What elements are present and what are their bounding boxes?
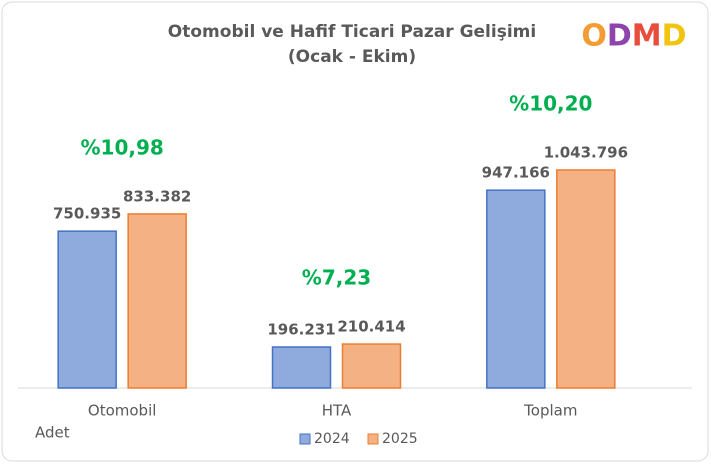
bar [271, 346, 332, 389]
bar [57, 230, 117, 389]
chart-title: Otomobil ve Hafif Ticari Pazar Gelişimi [168, 22, 536, 42]
growth-label: %10,98 [81, 135, 164, 159]
bar [341, 343, 402, 389]
legend-label: 2025 [382, 431, 418, 447]
x-tick-label: HTA [322, 402, 352, 420]
growth-label: %10,20 [509, 92, 592, 116]
bar [127, 213, 187, 389]
growth-label: %7,23 [302, 266, 371, 290]
value-label: 947.166 [482, 164, 550, 182]
x-tick-label: Toplam [523, 402, 577, 420]
logo: ODMD [581, 19, 686, 54]
x-tick-label: Otomobil [88, 402, 157, 420]
unit-label: Adet [35, 424, 70, 442]
bar [556, 169, 616, 389]
chart-subtitle: (Ocak - Ekim) [288, 47, 416, 67]
bar [486, 189, 546, 389]
value-label: 750.935 [53, 205, 121, 223]
value-label: 210.414 [337, 318, 405, 336]
legend-swatch [367, 433, 379, 445]
legend-swatch [299, 433, 311, 445]
legend-label: 2024 [314, 431, 350, 447]
value-label: 833.382 [123, 187, 191, 205]
value-label: 1.043.796 [544, 144, 628, 162]
value-label: 196.231 [267, 321, 335, 339]
